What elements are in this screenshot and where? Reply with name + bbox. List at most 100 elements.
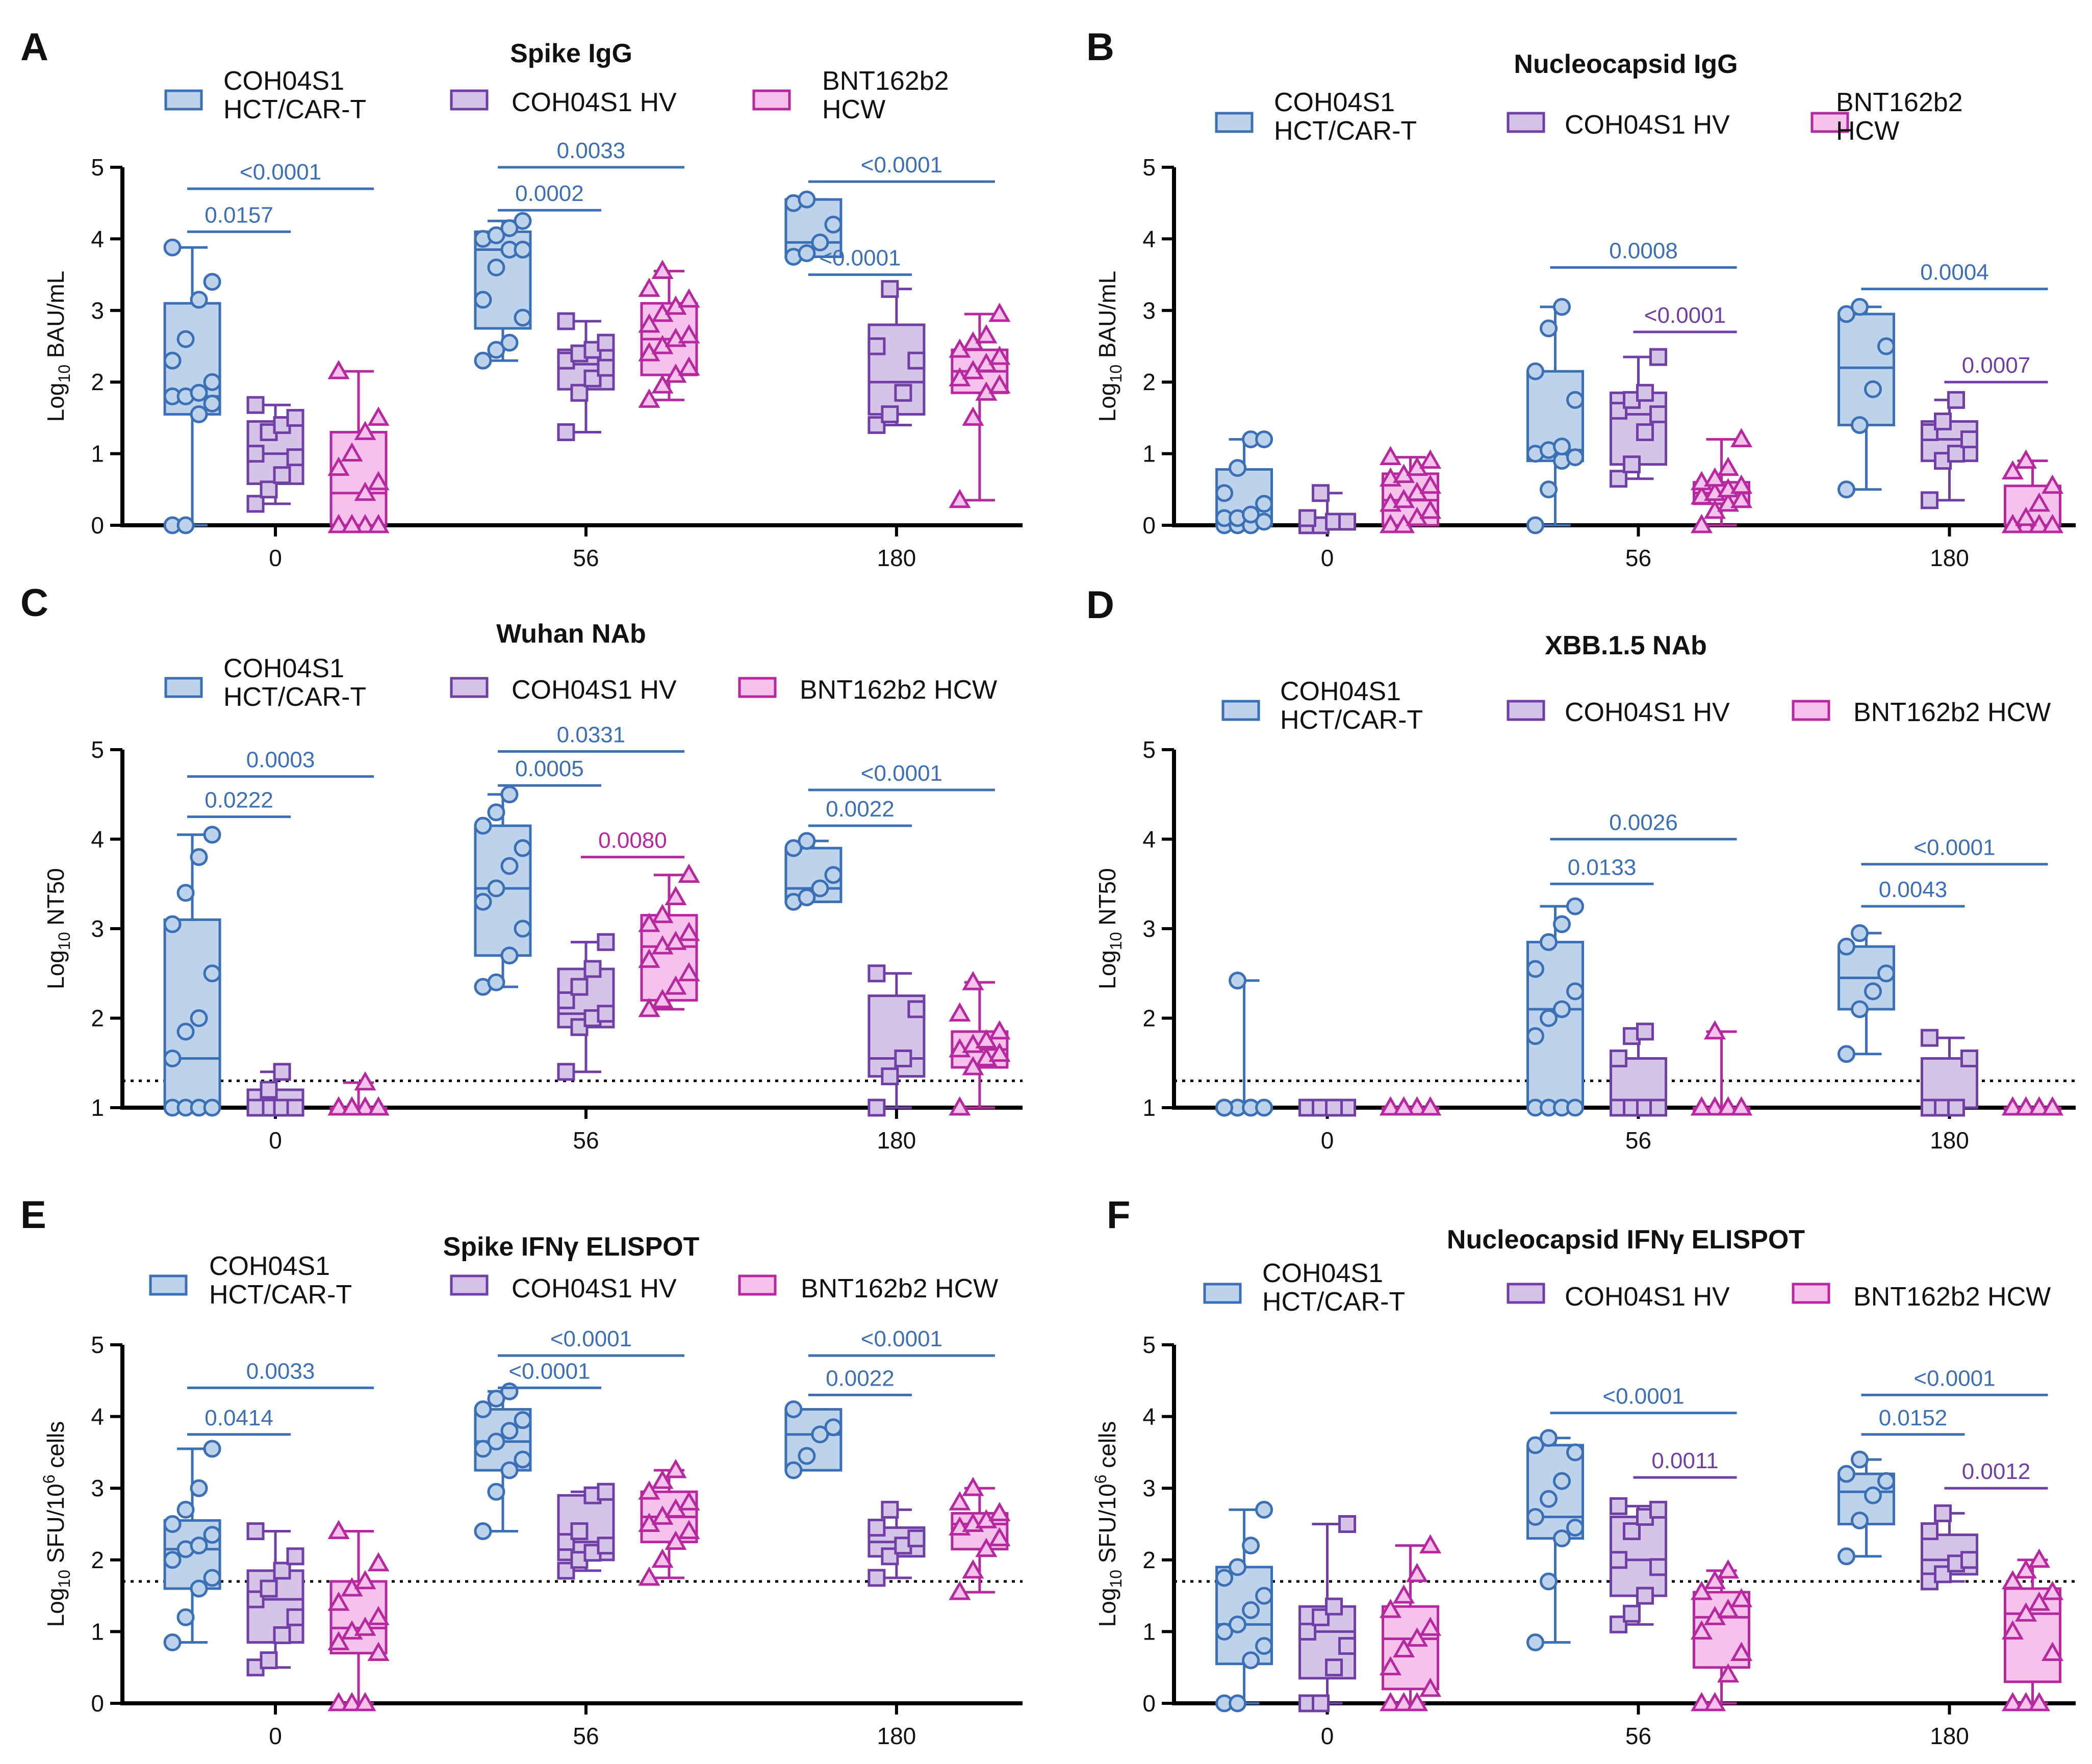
box-56-hcw — [1690, 1559, 1753, 1711]
legend-label: COH04S1 HV — [512, 675, 677, 705]
data-point — [1850, 1511, 1869, 1529]
data-point — [474, 816, 492, 835]
box-56-hcw — [638, 1459, 700, 1586]
y-tick-label: 2 — [91, 1005, 104, 1032]
legend-label: COH04S1 — [223, 66, 344, 96]
data-point — [597, 933, 615, 951]
legend-label: BNT162b2 HCW — [1853, 698, 2051, 727]
data-point — [163, 351, 182, 370]
data-point — [487, 341, 505, 359]
y-tick-label: 4 — [91, 826, 104, 853]
data-point — [557, 423, 575, 441]
data-point — [190, 848, 208, 866]
box-56-hct-car-t — [1526, 897, 1585, 1117]
data-point — [163, 1551, 182, 1569]
data-point — [678, 356, 700, 376]
data-point — [487, 226, 505, 244]
data-point — [1837, 1045, 1855, 1063]
x-tick-label: 56 — [1625, 545, 1651, 571]
y-tick-label: 5 — [1142, 154, 1156, 181]
data-point — [1864, 1486, 1882, 1504]
data-point — [1393, 1638, 1415, 1657]
legend-swatch — [450, 677, 489, 698]
y-tick-label: 2 — [91, 369, 104, 395]
legend-swatch — [164, 89, 203, 111]
data-point — [260, 1651, 278, 1670]
data-point — [678, 962, 700, 982]
data-point — [176, 1608, 195, 1626]
data-point — [678, 1491, 700, 1511]
significance-bracket: <0.0001 — [1550, 1384, 1737, 1415]
data-point — [907, 1529, 926, 1548]
p-value-label: 0.0033 — [557, 138, 626, 163]
data-point — [1920, 1522, 1938, 1541]
box-0-hv — [246, 396, 304, 513]
data-point — [246, 495, 265, 513]
box-180-hcw — [949, 302, 1011, 508]
data-point — [2041, 514, 2064, 533]
data-point — [1566, 448, 1585, 467]
data-point — [570, 384, 589, 402]
data-point — [190, 1479, 208, 1497]
data-point — [1933, 1504, 1952, 1522]
data-point — [1636, 423, 1654, 441]
y-label-sup: 6 — [40, 1474, 58, 1484]
box-0-hcw — [327, 1520, 390, 1711]
data-point — [894, 384, 912, 402]
legend-swatch — [1507, 112, 1545, 133]
significance-bracket: 0.0152 — [1861, 1405, 1965, 1436]
significance-bracket: <0.0001 — [808, 152, 995, 183]
data-point — [597, 1482, 615, 1501]
data-point — [1623, 1522, 1641, 1541]
box-180-hct-car-t — [1837, 924, 1895, 1063]
y-label-tail: SFU/10 — [1094, 1484, 1120, 1570]
data-point — [203, 1440, 221, 1458]
data-point — [1703, 1096, 1726, 1116]
data-point — [1717, 1096, 1740, 1116]
data-point — [907, 351, 926, 370]
significance-bracket: 0.0080 — [580, 828, 684, 859]
data-point — [975, 1538, 998, 1557]
data-point — [1526, 1027, 1545, 1045]
data-point — [557, 312, 575, 330]
data-point — [583, 960, 602, 978]
p-value-label: 0.0007 — [1962, 353, 2031, 378]
data-point — [474, 351, 492, 370]
box-iqr — [1837, 313, 1895, 426]
data-point — [798, 244, 816, 262]
data-point — [962, 1559, 984, 1579]
y-tick-label: 4 — [91, 225, 104, 252]
data-point — [1540, 1490, 1558, 1508]
data-point — [988, 302, 1011, 322]
significance-bracket: 0.0003 — [187, 748, 374, 778]
data-point — [597, 1537, 615, 1555]
data-point — [246, 1522, 265, 1541]
box-0-hct-car-t — [1215, 972, 1273, 1117]
data-point — [597, 359, 615, 377]
data-point — [881, 405, 899, 423]
legend-label: HCT/CAR-T — [223, 682, 366, 712]
x-tick-label: 0 — [269, 1723, 282, 1749]
data-point — [1649, 405, 1668, 423]
data-point — [1312, 484, 1330, 502]
data-point — [354, 1096, 376, 1116]
box-0-hcw — [327, 360, 390, 533]
chart-title: Spike IFNγ ELISPOT — [443, 1232, 700, 1262]
y-label-sup: 6 — [1091, 1474, 1110, 1484]
p-value-label: 0.0008 — [1609, 239, 1678, 264]
p-value-label: 0.0022 — [826, 1366, 895, 1391]
p-value-label: 0.0004 — [1920, 260, 1989, 285]
y-tick-label: 5 — [91, 736, 104, 763]
data-point — [487, 879, 505, 898]
data-point — [2001, 460, 2024, 480]
data-point — [1850, 924, 1869, 942]
y-label-tail: BAU/mL — [1094, 271, 1120, 365]
significance-bracket: 0.0004 — [1861, 260, 2048, 291]
data-point — [1730, 428, 1753, 447]
data-point — [514, 839, 532, 857]
y-axis-label: Log10 SFU/106 cells — [1091, 1421, 1125, 1627]
